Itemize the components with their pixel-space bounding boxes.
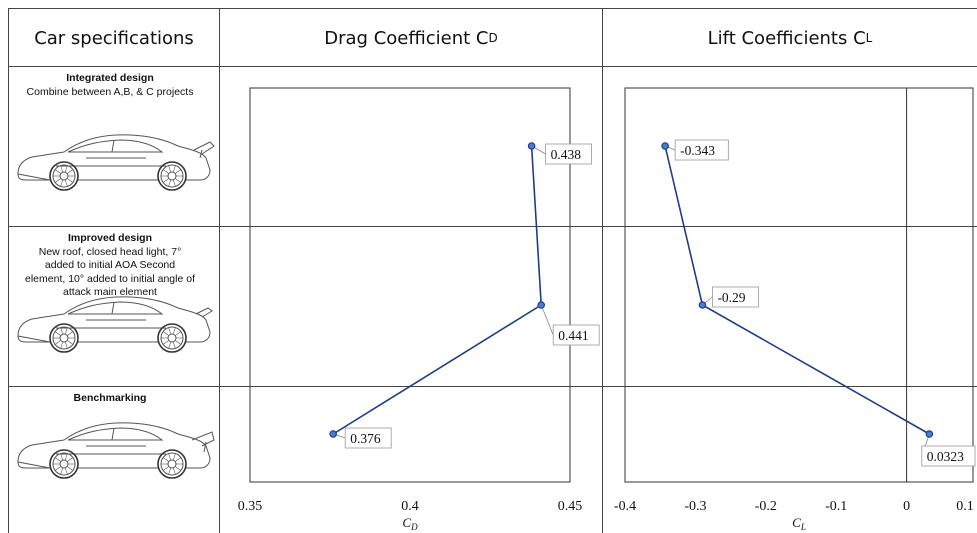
callout-box	[921, 445, 976, 467]
callout-box	[344, 427, 392, 449]
spec-title: Improved design	[67, 232, 152, 244]
spec-cell-improved: Improved design New roof, closed head li…	[8, 232, 212, 300]
spec-title: Benchmarking	[73, 392, 147, 404]
x-tick-label: 0.45	[558, 499, 583, 514]
data-point	[527, 142, 536, 150]
x-tick-label: -0.1	[825, 499, 847, 514]
callout-box	[552, 324, 600, 346]
data-label: 0.441	[558, 328, 588, 343]
x-tick-label: -0.4	[614, 499, 636, 514]
header-lift-subscript: L	[865, 31, 873, 45]
data-point	[925, 430, 934, 438]
spec-title: Integrated design	[66, 72, 154, 84]
spec-description: New roof, closed head light, 7° added to…	[25, 245, 195, 299]
x-tick-label: -0.2	[755, 499, 777, 514]
series-line	[664, 145, 930, 435]
plot-frame	[249, 87, 571, 483]
x-tick-label: 0.1	[956, 499, 974, 514]
callout-box	[545, 143, 592, 165]
data-label: 0.438	[551, 147, 582, 162]
spec-cell-integrated: Integrated design Combine between A,B, &…	[8, 72, 212, 99]
header-specs-label: Car specifications	[34, 27, 194, 49]
data-label: 0.376	[350, 431, 381, 446]
spec-description: Combine between A,B, & C projects	[26, 85, 194, 98]
data-point	[661, 142, 669, 150]
header-lift-label: Lift Coefficients C	[707, 27, 866, 49]
x-tick-label: -0.3	[684, 499, 706, 514]
header-car-specifications: Car specifications	[9, 10, 219, 66]
data-label: -0.343	[680, 143, 715, 158]
drag-coefficient-chart: 0.35 0.4 0.45 CD 0.438 0.441 0.376	[238, 87, 600, 532]
header-drag-subscript: D	[488, 31, 498, 45]
callout-box	[712, 286, 759, 308]
series-line	[332, 145, 543, 435]
callout-box	[674, 139, 729, 161]
header-drag-label: Drag Coefficient C	[324, 27, 489, 49]
data-point	[698, 301, 707, 309]
lift-coefficient-chart: -0.4 -0.3 -0.2 -0.1 0 0.1 CL -0.343 -0.29 0.0323	[614, 87, 976, 532]
spec-cell-benchmarking: Benchmarking	[8, 392, 212, 406]
data-label: 0.0323	[927, 449, 964, 464]
callout-leader	[540, 304, 554, 336]
data-point	[329, 430, 338, 438]
data-point	[537, 301, 546, 309]
x-tick-label: 0.35	[238, 499, 263, 514]
x-tick-label: 0.4	[401, 499, 419, 514]
plot-frame	[624, 87, 974, 483]
x-tick-label: 0	[903, 499, 910, 514]
x-axis-label: CD	[402, 515, 418, 532]
data-label: -0.29	[717, 290, 745, 305]
x-axis-label: CL	[792, 515, 806, 532]
